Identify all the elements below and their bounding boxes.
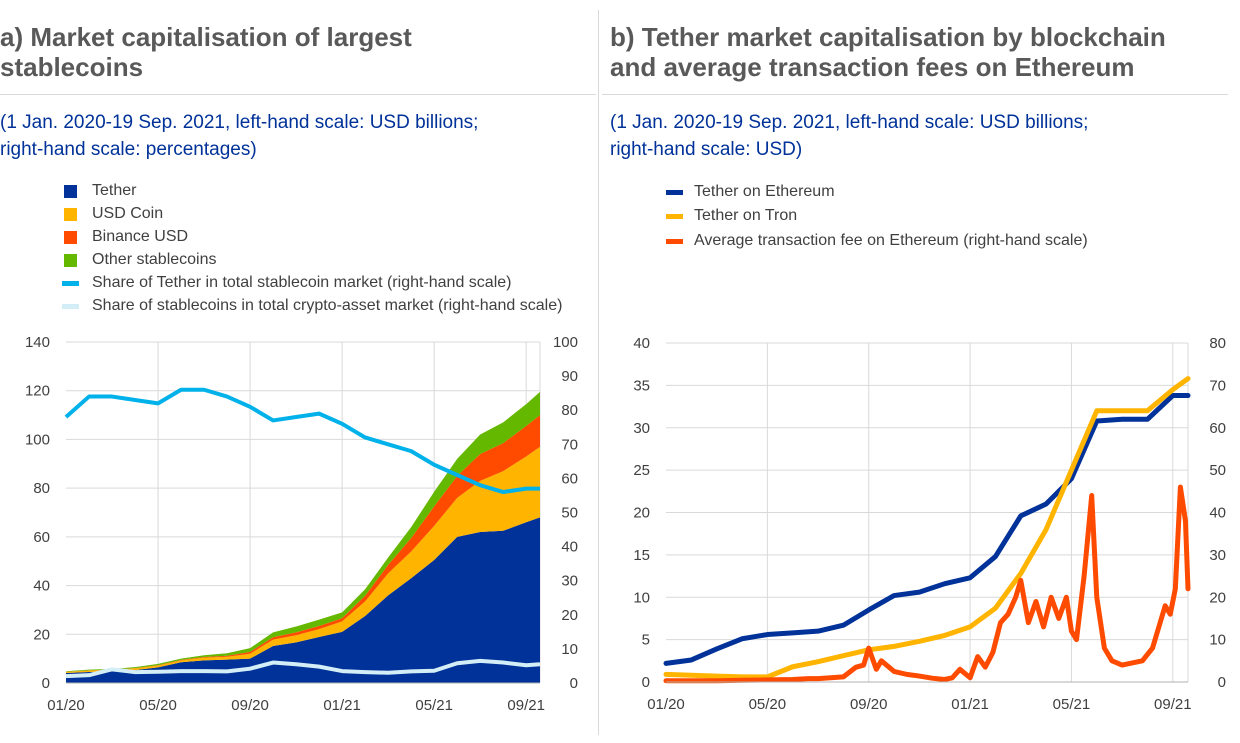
chart-a-xtick-label: 09/21 bbox=[507, 697, 545, 714]
panel-a-title-rule bbox=[0, 94, 596, 95]
chart-b-ytick-left: 5 bbox=[642, 632, 650, 649]
chart-b-ytick-left: 20 bbox=[633, 505, 650, 522]
chart-a: 0 20 40 60 80 100 120 140 0 10 20 30 40 50 60 70 80 90 100… bbox=[25, 334, 578, 714]
legend-label-usd-coin: USD Coin bbox=[92, 205, 164, 222]
chart-b-xtick-label: 09/20 bbox=[850, 696, 888, 713]
chart-a-ytick-right: 80 bbox=[561, 402, 578, 419]
chart-a-ytick-right: 20 bbox=[561, 607, 578, 624]
legend-label-avg-fee: Average transaction fee on Ethereum (rig… bbox=[694, 232, 1088, 249]
chart-a-ytick-left: 100 bbox=[25, 431, 50, 448]
chart-a-ytick-right: 70 bbox=[561, 436, 578, 453]
panel-a-subtitle: (1 Jan. 2020-19 Sep. 2021, left-hand sca… bbox=[0, 112, 479, 160]
area-tether bbox=[66, 517, 540, 683]
line-share-stablecoins bbox=[65, 658, 541, 679]
legend-label-tether: Tether bbox=[92, 182, 137, 199]
chart-a-xtick-label: 09/20 bbox=[231, 697, 269, 714]
legend-swatch-avg-fee bbox=[666, 239, 683, 244]
chart-b-xtick-label: 01/21 bbox=[951, 696, 989, 713]
legend-label-tether-tron: Tether on Tron bbox=[694, 207, 798, 224]
chart-a-ytick-right: 10 bbox=[561, 641, 578, 658]
panel-b-subtitle: (1 Jan. 2020-19 Sep. 2021, left-hand sca… bbox=[610, 112, 1089, 160]
chart-a-ytick-left: 80 bbox=[33, 480, 50, 497]
chart-b-xtick-label: 05/21 bbox=[1053, 696, 1091, 713]
legend-swatch-share-stablecoins bbox=[62, 304, 79, 309]
legend-label-other-stablecoins: Other stablecoins bbox=[92, 251, 217, 268]
panel-b: b) Tether market capitalisation by block… bbox=[600, 0, 1240, 743]
chart-b-ytick-left: 35 bbox=[633, 377, 650, 394]
chart-b-ytick-right: 20 bbox=[1209, 589, 1226, 606]
chart-a-xtick-label: 01/20 bbox=[47, 697, 85, 714]
chart-a-ytick-left: 20 bbox=[33, 626, 50, 643]
chart-a-ytick-right: 0 bbox=[570, 675, 578, 692]
chart-b-xtick-label: 05/20 bbox=[749, 696, 787, 713]
chart-a-ytick-right: 100 bbox=[553, 334, 578, 351]
chart-b-ytick-right: 60 bbox=[1209, 420, 1226, 437]
legend-label-binance-usd: Binance USD bbox=[92, 228, 189, 245]
panel-separator bbox=[598, 10, 599, 735]
panel-b-title-rule bbox=[602, 94, 1228, 95]
legend-label-share-stablecoins: Share of stablecoins in total crypto-ass… bbox=[92, 297, 563, 314]
chart-a-ytick-left: 40 bbox=[33, 578, 50, 595]
panel-a-legend: Tether USD Coin Binance USD Other stable… bbox=[62, 182, 594, 322]
chart-a-ytick-left: 60 bbox=[33, 529, 50, 546]
chart-b-ytick-right: 50 bbox=[1209, 462, 1226, 479]
chart-b-ytick-right: 30 bbox=[1209, 547, 1226, 564]
chart-a-ytick-right: 60 bbox=[561, 470, 578, 487]
chart-b-xtick-label: 01/20 bbox=[647, 696, 685, 713]
legend-swatch-tether-tron bbox=[666, 214, 683, 219]
chart-a-ytick-right: 90 bbox=[561, 368, 578, 385]
panel-b-title: b) Tether market capitalisation by block… bbox=[610, 22, 1166, 82]
chart-a-xtick-label: 05/21 bbox=[415, 697, 453, 714]
legend-swatch-tether-ethereum bbox=[666, 190, 683, 195]
legend-swatch-tether bbox=[64, 185, 77, 198]
chart-b-ytick-left: 10 bbox=[633, 589, 650, 606]
chart-a-xtick-label: 01/21 bbox=[323, 697, 361, 714]
line-avg-fee bbox=[663, 484, 1191, 684]
chart-a-ytick-left: 140 bbox=[25, 334, 50, 351]
line-tether-ethereum bbox=[663, 393, 1191, 666]
chart-b-ytick-right: 0 bbox=[1218, 674, 1226, 691]
legend-label-tether-ethereum: Tether on Ethereum bbox=[694, 183, 835, 200]
chart-b-ytick-left: 40 bbox=[633, 335, 650, 352]
panel-b-legend: Tether on Ethereum Tether on Tron Averag… bbox=[666, 183, 1226, 258]
chart-a-xtick-label: 05/20 bbox=[139, 697, 177, 714]
chart-a-ytick-right: 50 bbox=[561, 505, 578, 522]
chart-b-xtick-label: 09/21 bbox=[1154, 696, 1192, 713]
line-share-tether bbox=[64, 387, 540, 495]
panel-a: a) Market capitalisation of largest stab… bbox=[0, 0, 600, 743]
line-tether-tron bbox=[663, 376, 1191, 680]
chart-b-ytick-right: 40 bbox=[1209, 505, 1226, 522]
legend-swatch-share-tether bbox=[62, 281, 79, 286]
chart-b-ytick-left: 25 bbox=[633, 462, 650, 479]
legend-swatch-other-stablecoins bbox=[64, 254, 77, 267]
chart-b: 0 5 10 15 20 25 30 35 40 0 10 20 30 40 50 60 70 80 01/20 05… bbox=[633, 335, 1226, 713]
legend-label-share-tether: Share of Tether in total stablecoin mark… bbox=[92, 274, 512, 291]
chart-a-ytick-right: 30 bbox=[561, 573, 578, 590]
legend-swatch-usd-coin bbox=[64, 208, 77, 221]
chart-b-ytick-left: 15 bbox=[633, 547, 650, 564]
chart-a-ytick-right: 40 bbox=[561, 539, 578, 556]
chart-b-ytick-left: 30 bbox=[633, 420, 650, 437]
chart-b-ytick-right: 80 bbox=[1209, 335, 1226, 352]
chart-a-ytick-left: 0 bbox=[42, 675, 50, 692]
chart-b-ytick-right: 10 bbox=[1209, 632, 1226, 649]
chart-a-ytick-left: 120 bbox=[25, 383, 50, 400]
legend-swatch-binance-usd bbox=[64, 231, 77, 244]
chart-b-ytick-left: 0 bbox=[642, 674, 650, 691]
chart-b-ytick-right: 70 bbox=[1209, 377, 1226, 394]
panel-a-title: a) Market capitalisation of largest stab… bbox=[0, 22, 412, 82]
